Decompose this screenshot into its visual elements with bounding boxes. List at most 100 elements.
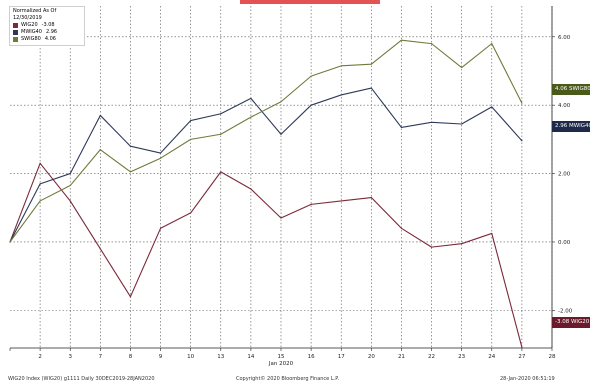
last-value-tag-swig80: 4.06 SWIG80 — [552, 84, 590, 95]
series-lines — [9, 39, 523, 348]
legend-item-wig20: WIG20 -3.08 — [13, 22, 81, 29]
legend-title: Normalized As Of 12/30/2019 — [13, 8, 57, 21]
legend-value-wig20: -3.08 — [41, 22, 55, 28]
x-tick-label: 16 — [308, 354, 315, 360]
series-line-mwig40 — [9, 87, 523, 243]
x-tick-label: 10 — [187, 354, 194, 360]
legend-label-swig80: SWIG80 — [21, 36, 41, 42]
data-point-swig80 — [99, 149, 101, 151]
data-point-mwig40 — [430, 121, 433, 123]
data-point-wig20 — [521, 346, 523, 348]
data-point-mwig40 — [280, 133, 282, 135]
legend-item-swig80: SWIG80 4.06 — [13, 36, 81, 43]
data-point-wig20 — [491, 232, 493, 235]
data-point-wig20 — [370, 196, 372, 199]
data-point-mwig40 — [190, 119, 192, 122]
data-point-swig80 — [521, 102, 523, 104]
x-tick-label: 24 — [488, 354, 495, 360]
legend-swatch-swig80 — [13, 37, 18, 42]
x-tick-label: 8 — [129, 354, 133, 360]
footer-security: WIG20 Index (WIG20) g1111 Daily 30DEC201… — [8, 376, 155, 382]
x-tick-label: 13 — [217, 354, 224, 360]
data-point-swig80 — [129, 171, 132, 173]
data-point-swig80 — [69, 184, 71, 187]
data-point-wig20 — [340, 200, 342, 202]
data-point-swig80 — [310, 75, 312, 77]
footer-timestamp: 28-Jan-2020 06:51:19 — [500, 376, 555, 382]
x-axis-month-label: Jan 2020 — [268, 361, 294, 367]
x-tick-label: 22 — [428, 354, 435, 360]
data-point-wig20 — [69, 200, 71, 202]
data-point-mwig40 — [220, 113, 222, 115]
y-tick-label: 0.00 — [558, 240, 571, 246]
x-tick-label: 2 — [38, 354, 42, 360]
y-tick-label: 2.00 — [558, 172, 571, 178]
x-tick-label: 17 — [338, 354, 345, 360]
x-tick-label: 15 — [278, 354, 285, 360]
x-tick-label: 14 — [247, 354, 254, 360]
legend-label-wig20: WIG20 — [21, 22, 38, 28]
series-line-wig20 — [9, 162, 523, 348]
last-value-tag-wig20: -3.08 WIG20 — [552, 317, 590, 328]
data-point-mwig40 — [400, 126, 403, 129]
data-point-swig80 — [340, 65, 342, 67]
legend-swatch-wig20 — [13, 23, 18, 28]
x-tick-label: 20 — [368, 354, 375, 360]
data-point-swig80 — [39, 200, 41, 202]
data-point-mwig40 — [39, 183, 41, 185]
data-point-mwig40 — [250, 97, 252, 99]
data-point-swig80 — [461, 66, 463, 69]
data-point-wig20 — [129, 296, 132, 298]
legend-value-swig80: 4.06 — [44, 36, 56, 42]
data-point-mwig40 — [99, 114, 101, 117]
data-point-swig80 — [400, 39, 403, 41]
data-point-mwig40 — [370, 87, 372, 89]
data-point-swig80 — [280, 101, 282, 103]
data-point-mwig40 — [69, 172, 71, 175]
x-tick-label: 9 — [159, 354, 163, 360]
legend-item-mwig40: MWIG40 2.96 — [13, 29, 81, 36]
y-tick-label: 6.00 — [558, 35, 571, 41]
x-tick-label: 3 — [68, 354, 72, 360]
data-point-wig20 — [39, 162, 41, 164]
x-tick-label: 28 — [549, 354, 556, 360]
title-bar — [240, 0, 380, 4]
legend-label-mwig40: MWIG40 — [21, 29, 42, 35]
axes — [9, 6, 555, 351]
data-point-wig20 — [250, 188, 252, 190]
data-point-swig80 — [370, 63, 372, 65]
data-point-mwig40 — [129, 145, 132, 147]
data-point-swig80 — [430, 43, 433, 45]
y-tick-label: 4.00 — [558, 103, 571, 109]
data-point-wig20 — [99, 248, 101, 250]
series-line-swig80 — [9, 39, 523, 243]
data-point-swig80 — [250, 116, 252, 118]
data-point-wig20 — [310, 203, 312, 205]
legend-swatch-mwig40 — [13, 30, 18, 35]
y-tick-labels: -2.00 0.00 2.00 4.00 6.00 — [558, 35, 573, 315]
data-point-mwig40 — [340, 94, 342, 96]
last-value-tag-mwig40: 2.96 MWIG40 — [552, 121, 590, 132]
x-tick-label: 23 — [458, 354, 465, 360]
data-point-mwig40 — [159, 152, 162, 154]
data-point-swig80 — [220, 133, 222, 135]
data-point-swig80 — [9, 241, 11, 243]
data-point-mwig40 — [461, 123, 463, 125]
footer-copyright: Copyright© 2020 Bloomberg Finance L.P. — [236, 376, 340, 382]
gridlines — [10, 6, 553, 348]
data-point-wig20 — [159, 227, 162, 229]
data-point-wig20 — [400, 227, 403, 229]
x-tick-label: 7 — [99, 354, 103, 360]
legend-value-mwig40: 2.96 — [45, 29, 58, 35]
legend: Normalized As Of 12/30/2019 WIG20 -3.08 … — [9, 6, 85, 46]
y-tick-label: -2.00 — [558, 308, 573, 314]
x-tick-label: 21 — [398, 354, 405, 360]
data-point-swig80 — [159, 157, 162, 159]
data-point-wig20 — [461, 243, 463, 245]
data-point-wig20 — [430, 246, 433, 248]
x-tick-label: 27 — [518, 354, 525, 360]
data-point-wig20 — [220, 171, 222, 173]
data-point-mwig40 — [521, 140, 523, 142]
data-point-wig20 — [190, 212, 192, 214]
